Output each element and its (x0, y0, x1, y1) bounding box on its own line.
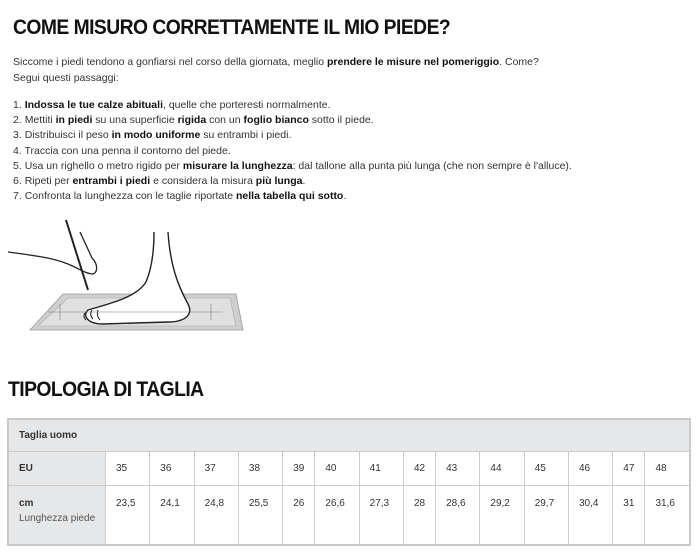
eu-cell: 45 (523, 451, 569, 486)
eu-cell: 39 (282, 451, 316, 486)
eu-cell: 41 (358, 451, 404, 486)
step-item: 7. Confronta la lunghezza con le taglie … (13, 190, 347, 203)
cm-cell: 26 (282, 485, 316, 546)
eu-cell: 38 (237, 451, 284, 486)
intro-text: Siccome i piedi tendono a gonfiarsi nel … (13, 56, 539, 84)
table-header: Taglia uomo (7, 418, 691, 452)
cm-cell: 27,3 (358, 485, 404, 546)
step-item: 5. Usa un righello o metro rigido per mi… (13, 159, 572, 172)
cm-cell: 26,6 (314, 485, 360, 546)
eu-cell: 42 (402, 451, 437, 486)
cm-label: cm (19, 498, 34, 509)
cm-cell: 28,6 (435, 485, 481, 546)
cm-cell: 25,5 (237, 485, 284, 546)
size-table: Taglia uomo EU 35 36 37 38 39 40 41 42 43 44 45 46 47… (7, 418, 691, 546)
eu-cell: 35 (104, 451, 151, 486)
cm-cell: 29,2 (479, 485, 525, 546)
cm-cell: 31,6 (644, 485, 691, 546)
cm-cell: 28 (402, 485, 437, 546)
eu-cell: 46 (567, 451, 614, 486)
table-row: cm Lunghezza piede 23,5 24,1 24,8 25,5 26 26,6 2… (7, 485, 691, 546)
eu-label: EU (19, 463, 33, 474)
step-item: 4. Traccia con una penna il contorno del… (13, 144, 231, 157)
page-title: COME MISURO CORRETTAMENTE IL MIO PIEDE? (13, 16, 451, 39)
eu-cell: 43 (435, 451, 481, 486)
cm-cell: 31 (612, 485, 646, 546)
step-item: 2. Mettiti in piedi su una superficie ri… (13, 114, 374, 127)
cm-cell: 23,5 (104, 485, 151, 546)
table-row: EU 35 36 37 38 39 40 41 42 43 44 45 46 47 48 (7, 451, 691, 486)
cm-cell: 24,1 (149, 485, 195, 546)
eu-cell: 37 (193, 451, 239, 486)
cm-cell: 24,8 (193, 485, 239, 546)
foot-measuring-illustration (8, 219, 244, 331)
step-item: 6. Ripeti per entrambi i piedi e conside… (13, 175, 306, 188)
eu-cell: 47 (612, 451, 646, 486)
eu-cell: 40 (314, 451, 360, 486)
cm-sublabel: Lunghezza piede (19, 513, 96, 524)
step-item: 3. Distribuisci il peso in modo uniforme… (13, 129, 292, 142)
eu-cell: 36 (149, 451, 195, 486)
cm-cell: 29,7 (523, 485, 569, 546)
eu-cell: 44 (479, 451, 525, 486)
eu-cell: 48 (644, 451, 691, 486)
cm-cell: 30,4 (567, 485, 614, 546)
step-item: 1. Indossa le tue calze abituali, quelle… (13, 99, 331, 111)
steps-list: 1. Indossa le tue calze abituali, quelle… (13, 98, 572, 204)
size-section-title: TIPOLOGIA DI TAGLIA (8, 378, 204, 401)
